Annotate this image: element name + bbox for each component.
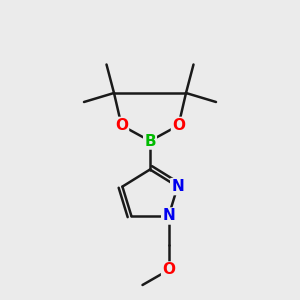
- Text: B: B: [144, 134, 156, 148]
- Text: N: N: [171, 179, 184, 194]
- Text: O: O: [162, 262, 175, 278]
- Text: O: O: [172, 118, 185, 133]
- Text: N: N: [162, 208, 175, 224]
- Text: O: O: [115, 118, 128, 133]
